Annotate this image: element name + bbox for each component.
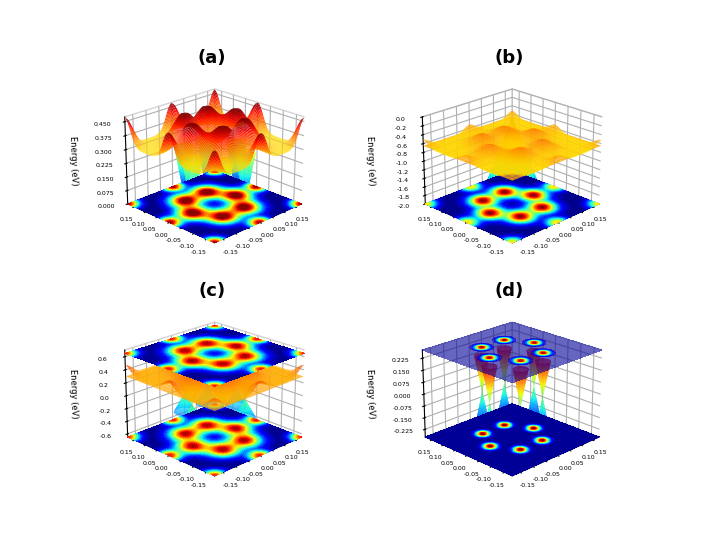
- Title: (a): (a): [198, 49, 226, 67]
- Title: (c): (c): [199, 282, 225, 300]
- Title: (d): (d): [495, 282, 524, 300]
- Title: (b): (b): [495, 49, 524, 67]
